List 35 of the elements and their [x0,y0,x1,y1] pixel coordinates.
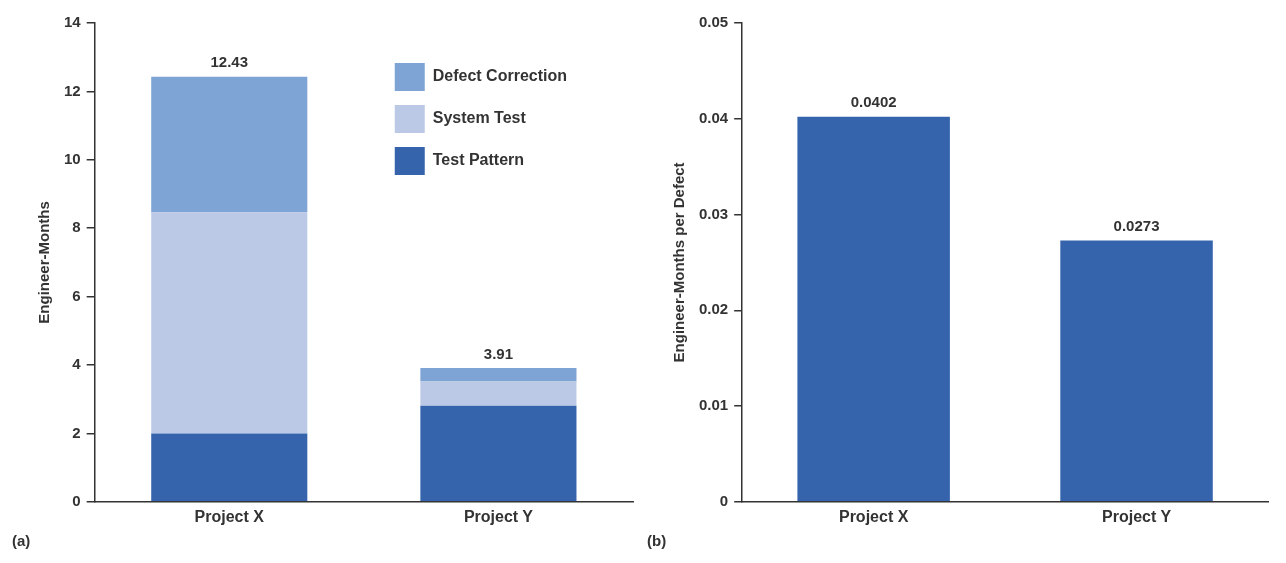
bar [420,381,577,406]
y-tick-label: 0.01 [698,396,729,414]
legend-label: Test Pattern [432,151,525,169]
y-tick-label: 2 [72,423,81,441]
y-tick-label: 0.03 [698,204,729,222]
bar [151,433,308,502]
data-label: 0.0402 [850,93,897,111]
bar [151,212,308,434]
x-tick-label: Project X [194,507,265,525]
y-tick-label: 14 [64,13,82,31]
text: (b) [647,531,667,549]
y-axis-title: Engineer-Months per Defect [670,162,688,363]
text: (a) [12,531,31,549]
total-label: 3.91 [483,344,514,362]
x-tick-label: Project Y [463,507,534,525]
legend-label: System Test [432,109,527,127]
x-tick-label: Project X [838,507,909,525]
y-tick-label: 10 [64,149,81,167]
y-tick-label: 8 [72,218,81,236]
y-tick-label: 0 [719,491,729,509]
data-label: 0.0273 [1113,217,1160,235]
y-tick-label: 0 [72,491,81,509]
legend-label: Defect Correction [432,67,567,85]
y-tick-label: 4 [72,355,82,373]
y-axis-title: Engineer-Months [35,201,53,324]
y-tick-label: 0.04 [698,108,729,126]
bar [420,405,577,502]
total-label: 12.43 [210,53,249,71]
bar [151,76,308,213]
y-tick-label: 12 [64,81,81,99]
y-tick-label: 0.02 [698,300,729,318]
bar [420,368,577,382]
y-tick-label: 0.05 [698,13,729,31]
y-tick-label: 6 [72,286,81,304]
x-tick-label: Project Y [1102,507,1172,525]
